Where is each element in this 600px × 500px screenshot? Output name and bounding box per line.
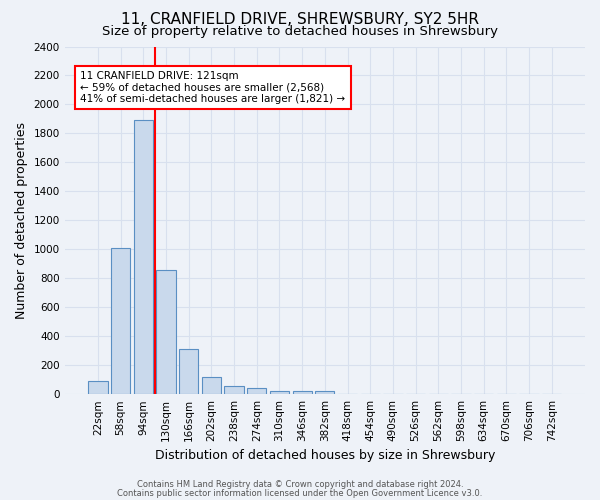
- Bar: [293, 390, 312, 394]
- Text: 11 CRANFIELD DRIVE: 121sqm
← 59% of detached houses are smaller (2,568)
41% of s: 11 CRANFIELD DRIVE: 121sqm ← 59% of deta…: [80, 71, 346, 104]
- Bar: [224, 386, 244, 394]
- Bar: [111, 248, 130, 394]
- Bar: [202, 377, 221, 394]
- Bar: [157, 270, 176, 394]
- Text: Size of property relative to detached houses in Shrewsbury: Size of property relative to detached ho…: [102, 25, 498, 38]
- Bar: [315, 392, 334, 394]
- Text: Contains HM Land Registry data © Crown copyright and database right 2024.: Contains HM Land Registry data © Crown c…: [137, 480, 463, 489]
- Bar: [247, 388, 266, 394]
- Y-axis label: Number of detached properties: Number of detached properties: [15, 122, 28, 319]
- X-axis label: Distribution of detached houses by size in Shrewsbury: Distribution of detached houses by size …: [155, 450, 495, 462]
- Bar: [134, 120, 153, 394]
- Text: 11, CRANFIELD DRIVE, SHREWSBURY, SY2 5HR: 11, CRANFIELD DRIVE, SHREWSBURY, SY2 5HR: [121, 12, 479, 28]
- Bar: [88, 381, 107, 394]
- Bar: [270, 392, 289, 394]
- Bar: [179, 350, 199, 394]
- Text: Contains public sector information licensed under the Open Government Licence v3: Contains public sector information licen…: [118, 488, 482, 498]
